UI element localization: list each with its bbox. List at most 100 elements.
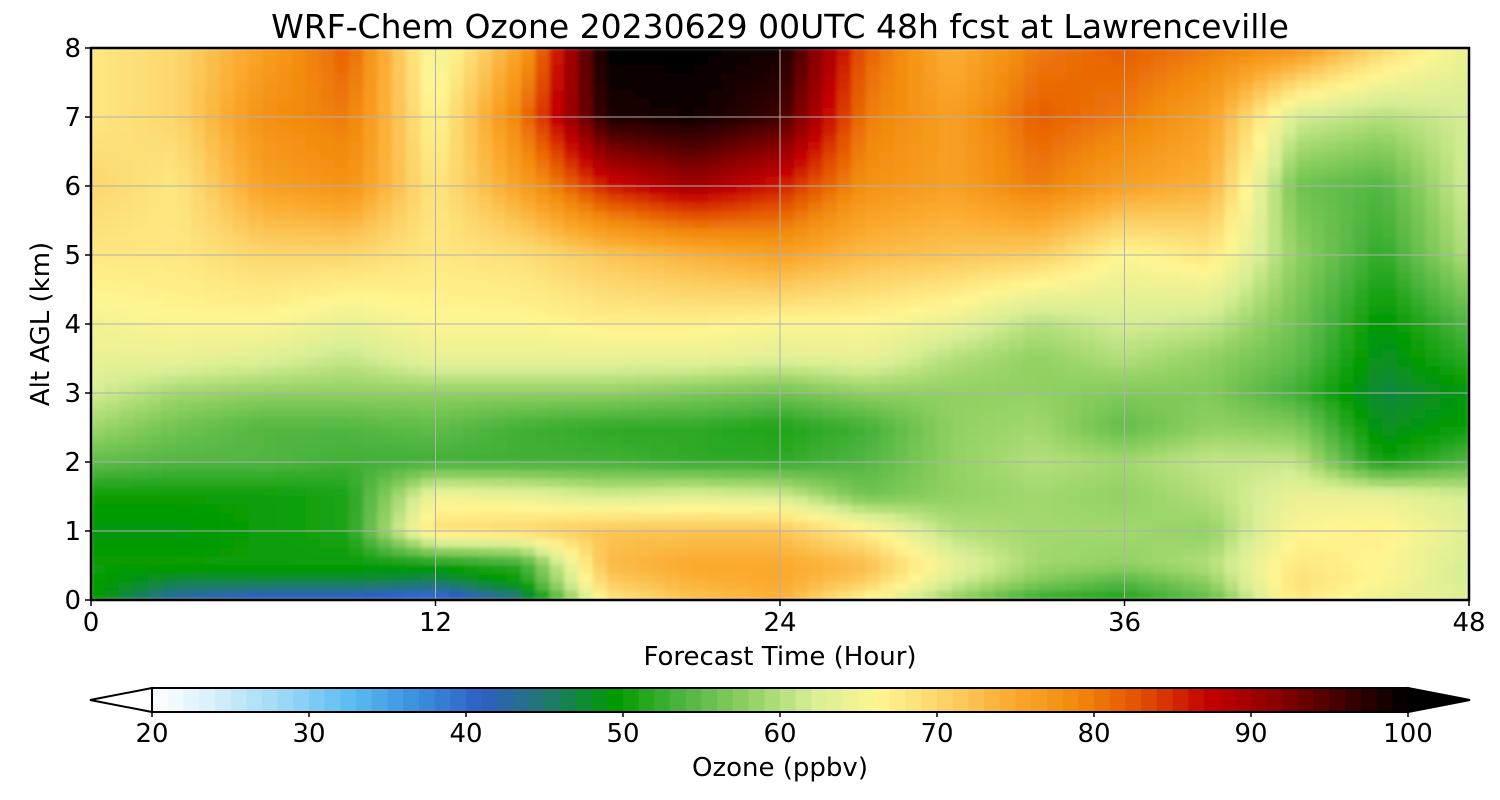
heatmap-cell (1166, 375, 1183, 385)
heatmap-cell (1080, 81, 1097, 92)
heatmap-cell (951, 56, 968, 66)
heatmap-cell (377, 478, 394, 489)
heatmap-cell (937, 142, 953, 153)
heatmap-cell (549, 487, 566, 498)
heatmap-cell (721, 470, 738, 480)
heatmap-cell (1339, 314, 1355, 325)
heatmap-cell (334, 271, 350, 282)
heatmap-cell (592, 461, 609, 472)
heatmap-cell (406, 452, 422, 463)
heatmap-cell (1009, 401, 1025, 411)
heatmap-cell (1138, 409, 1154, 420)
heatmap-cell (463, 392, 480, 403)
heatmap-cell (765, 435, 781, 446)
heatmap-cell (406, 150, 422, 161)
heatmap-cell (707, 254, 724, 265)
heatmap-cell (1367, 64, 1384, 75)
heatmap-cell (1037, 271, 1054, 282)
heatmap-cell (1224, 194, 1240, 204)
heatmap-cell (434, 133, 451, 144)
heatmap-cell (334, 461, 350, 472)
heatmap-cell (535, 185, 551, 196)
heatmap-cell (1195, 81, 1212, 92)
heatmap-cell (678, 288, 695, 299)
heatmap-cell (808, 357, 824, 368)
heatmap-cell (1080, 392, 1097, 403)
heatmap-cell (721, 56, 738, 66)
heatmap-cell (1382, 263, 1398, 273)
heatmap-cell (233, 56, 250, 66)
heatmap-cell (779, 366, 795, 377)
heatmap-cell (879, 125, 896, 135)
heatmap-cell (650, 159, 666, 170)
heatmap-cell (607, 349, 623, 360)
heatmap-cell (607, 280, 623, 291)
heatmap-cell (348, 142, 365, 153)
heatmap-cell (277, 271, 293, 282)
heatmap-cell (564, 48, 580, 58)
heatmap-cell (994, 357, 1011, 368)
heatmap-cell (937, 168, 953, 178)
heatmap-cell (1439, 409, 1456, 420)
heatmap-cell (908, 73, 925, 84)
heatmap-cell (1123, 306, 1140, 316)
heatmap-cell (363, 133, 379, 144)
heatmap-cell (291, 426, 307, 437)
heatmap-cell (922, 435, 939, 446)
heatmap-cell (664, 185, 681, 196)
heatmap-cell (1066, 323, 1083, 334)
heatmap-cell (1439, 444, 1456, 454)
heatmap-cell (721, 280, 738, 291)
heatmap-cell (348, 288, 365, 299)
heatmap-cell (1009, 487, 1025, 498)
heatmap-cell (951, 340, 968, 351)
heatmap-cell (449, 332, 465, 342)
heatmap-cell (377, 237, 394, 247)
heatmap-cell (808, 81, 824, 92)
heatmap-cell (1281, 228, 1298, 239)
heatmap-cell (320, 254, 336, 265)
heatmap-cell (535, 487, 551, 498)
heatmap-cell (1454, 340, 1469, 351)
heatmap-cell (1238, 349, 1255, 360)
heatmap-cell (492, 116, 508, 127)
heatmap-cell (736, 202, 752, 213)
heatmap-cell (449, 116, 465, 127)
heatmap-cell (908, 314, 925, 325)
heatmap-cell (1367, 409, 1384, 420)
heatmap-cell (578, 125, 594, 135)
heatmap-cell (1066, 297, 1083, 308)
heatmap-cell (1353, 64, 1370, 75)
heatmap-cell (391, 444, 408, 454)
heatmap-cell (277, 90, 293, 101)
heatmap-cell (1324, 306, 1341, 316)
heatmap-cell (1439, 418, 1456, 429)
heatmap-cell (664, 306, 681, 316)
heatmap-cell (1066, 56, 1083, 66)
heatmap-cell (1037, 228, 1054, 239)
heatmap-cell (664, 176, 681, 187)
heatmap-cell (664, 401, 681, 411)
heatmap-cell (305, 487, 322, 498)
heatmap-cell (707, 90, 724, 101)
heatmap-cell (291, 357, 307, 368)
heatmap-cell (693, 314, 709, 325)
heatmap-cell (793, 99, 810, 109)
heatmap-cell (233, 202, 250, 213)
heatmap-cell (894, 357, 910, 368)
heatmap-cell (1166, 306, 1183, 316)
heatmap-cell (162, 194, 178, 204)
heatmap-cell (865, 150, 882, 161)
heatmap-cell (1109, 64, 1126, 75)
heatmap-cell (966, 418, 982, 429)
heatmap-cell (994, 125, 1011, 135)
heatmap-cell (377, 107, 394, 118)
heatmap-cell (937, 435, 953, 446)
heatmap-cell (736, 150, 752, 161)
heatmap-cell (736, 426, 752, 437)
heatmap-cell (779, 409, 795, 420)
heatmap-cell (808, 133, 824, 144)
heatmap-cell (449, 194, 465, 204)
heatmap-cell (1009, 211, 1025, 222)
heatmap-cell (162, 228, 178, 239)
